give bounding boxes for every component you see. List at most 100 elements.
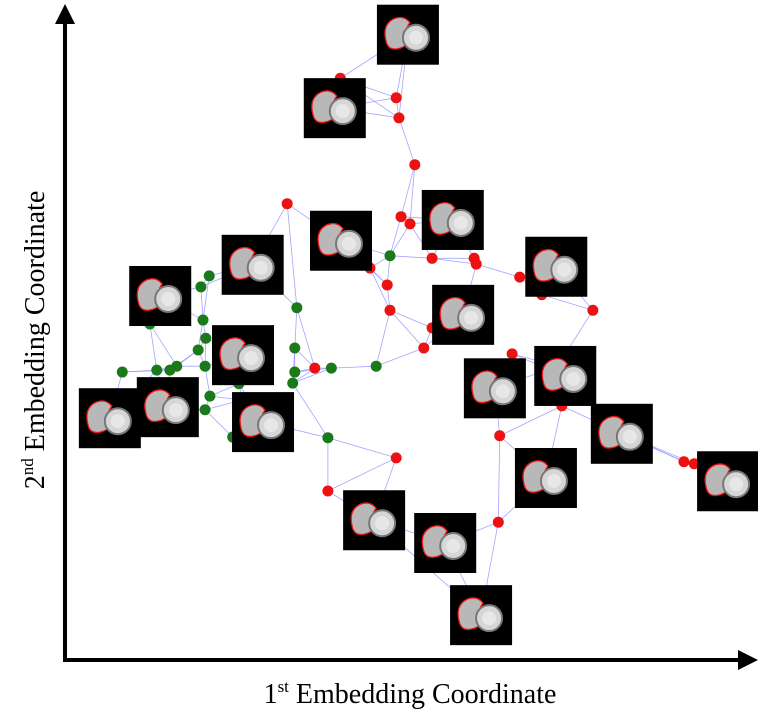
point	[493, 517, 504, 528]
ventricle-core	[375, 516, 389, 530]
thumbnail	[310, 211, 372, 271]
edge	[390, 256, 432, 259]
point	[405, 218, 416, 229]
point	[678, 456, 689, 467]
point	[471, 259, 482, 270]
ventricle-core	[264, 418, 278, 432]
point	[371, 361, 382, 372]
point	[200, 333, 211, 344]
point	[396, 211, 407, 222]
point	[427, 253, 438, 264]
point	[200, 404, 211, 415]
edge	[399, 118, 415, 165]
edge	[542, 295, 593, 311]
edge	[287, 204, 297, 308]
point	[418, 343, 429, 354]
point	[391, 92, 402, 103]
thumbnails	[79, 5, 758, 645]
thumbnail	[79, 388, 141, 448]
ventricle-core	[336, 104, 350, 118]
point	[309, 363, 320, 374]
point	[326, 363, 337, 374]
point	[291, 302, 302, 313]
ventricle-core	[566, 372, 580, 386]
thumbnail	[137, 377, 199, 437]
edge	[376, 348, 424, 366]
ventricle-core	[729, 477, 743, 491]
ventricle-core	[244, 351, 258, 365]
edge	[390, 310, 432, 328]
edge	[150, 324, 157, 370]
point	[514, 272, 525, 283]
ventricle-core	[547, 474, 561, 488]
ventricle-core	[169, 403, 183, 417]
chart: 1st Embedding Coordinate 2nd Embedding C…	[0, 0, 758, 718]
ventricle-core	[496, 384, 510, 398]
thumbnail	[525, 237, 587, 297]
thumbnail	[304, 78, 366, 138]
point	[391, 452, 402, 463]
thumbnail	[129, 266, 191, 326]
point	[384, 305, 395, 316]
ventricle-core	[254, 261, 268, 275]
point	[200, 361, 211, 372]
y-label-part: Embedding Coordinate	[20, 191, 51, 459]
point	[117, 367, 128, 378]
edge	[150, 324, 177, 366]
point	[289, 367, 300, 378]
ventricle-core	[446, 539, 460, 553]
point	[287, 378, 298, 389]
point	[195, 281, 206, 292]
point	[282, 198, 293, 209]
ventricle-core	[482, 611, 496, 625]
thumbnail	[450, 585, 512, 645]
point	[204, 270, 215, 281]
thumbnail	[534, 346, 596, 406]
point	[322, 432, 333, 443]
point	[322, 486, 333, 497]
thumbnail	[414, 513, 476, 573]
x-label-part: 1	[264, 679, 278, 710]
thumbnail	[212, 325, 274, 385]
x-label-part: Embedding Coordinate	[289, 679, 557, 710]
thumbnail	[432, 285, 494, 345]
point	[198, 315, 209, 326]
ventricle-core	[111, 414, 125, 428]
thumbnail	[591, 404, 653, 464]
y-label-sup: nd	[18, 458, 37, 476]
point	[384, 250, 395, 261]
point	[393, 112, 404, 123]
point	[587, 305, 598, 316]
edge	[331, 366, 376, 368]
ventricle-core	[464, 311, 478, 325]
thumbnail	[464, 358, 526, 418]
x-label-sup: st	[278, 677, 290, 696]
ventricle-core	[623, 430, 637, 444]
point	[507, 348, 518, 359]
x-axis-label: 1st Embedding Coordinate	[264, 677, 557, 710]
point	[289, 343, 300, 354]
edge	[390, 217, 401, 256]
edge	[295, 308, 297, 348]
edge	[328, 438, 396, 458]
edge	[293, 383, 328, 438]
edge	[390, 310, 424, 348]
point	[151, 365, 162, 376]
point	[171, 361, 182, 372]
edge	[476, 264, 519, 277]
point	[494, 430, 505, 441]
thumbnail	[232, 392, 294, 452]
point	[382, 279, 393, 290]
ventricle-core	[454, 216, 468, 230]
ventricle-core	[409, 31, 423, 45]
thumbnail	[377, 5, 439, 65]
ventricle-core	[161, 292, 175, 306]
edge	[205, 410, 233, 437]
edge	[498, 436, 499, 522]
ventricle-core	[557, 263, 571, 277]
ventricle-core	[342, 237, 356, 251]
thumbnail	[222, 235, 284, 295]
edge	[376, 310, 390, 366]
thumbnail	[343, 490, 405, 550]
point	[204, 391, 215, 402]
